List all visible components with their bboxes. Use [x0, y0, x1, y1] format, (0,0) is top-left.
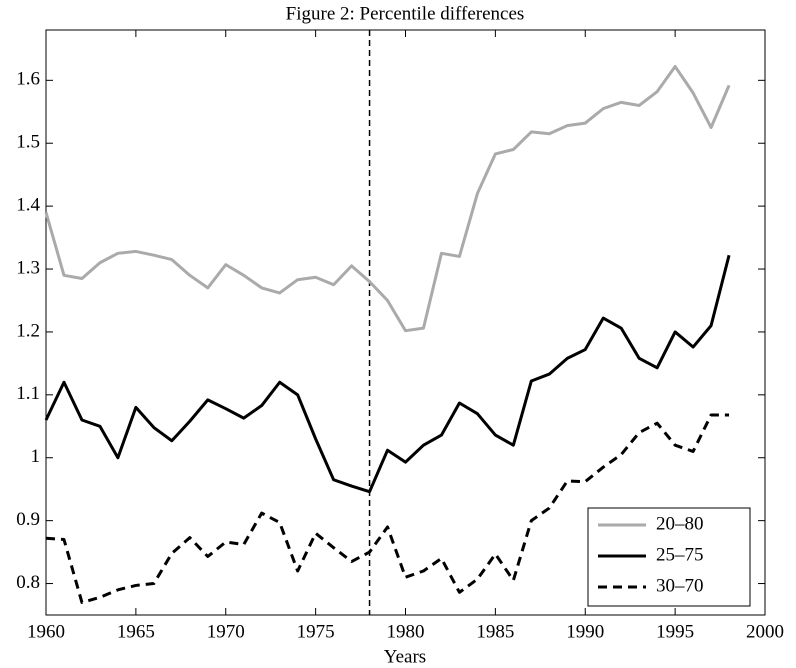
- x-tick-label: 1990: [566, 621, 604, 642]
- x-tick-label: 1965: [117, 621, 155, 642]
- y-tick-label: 1.3: [16, 257, 40, 278]
- y-tick-label: 1.6: [16, 69, 40, 90]
- y-tick-label: 1.2: [16, 320, 40, 341]
- y-tick-label: 0.8: [16, 572, 40, 593]
- x-tick-label: 2000: [746, 621, 784, 642]
- y-tick-label: 0.9: [16, 509, 40, 530]
- x-tick-label: 1970: [207, 621, 245, 642]
- y-tick-label: 1: [31, 446, 41, 467]
- x-tick-label: 1960: [27, 621, 65, 642]
- x-axis-label: Years: [384, 646, 426, 667]
- y-tick-label: 1.5: [16, 132, 40, 153]
- legend-label: 20–80: [656, 513, 704, 534]
- x-tick-label: 1985: [476, 621, 514, 642]
- chart-title: Figure 2: Percentile differences: [286, 3, 525, 24]
- series-line: [44, 254, 731, 494]
- series-line: [45, 413, 730, 604]
- legend-label: 30–70: [656, 575, 704, 596]
- series-line: [44, 64, 731, 333]
- x-tick-label: 1995: [656, 621, 694, 642]
- x-tick-label: 1975: [297, 621, 335, 642]
- legend-label: 25–75: [656, 544, 704, 565]
- y-tick-label: 1.1: [16, 383, 40, 404]
- x-tick-label: 1980: [387, 621, 425, 642]
- y-tick-label: 1.4: [16, 194, 40, 215]
